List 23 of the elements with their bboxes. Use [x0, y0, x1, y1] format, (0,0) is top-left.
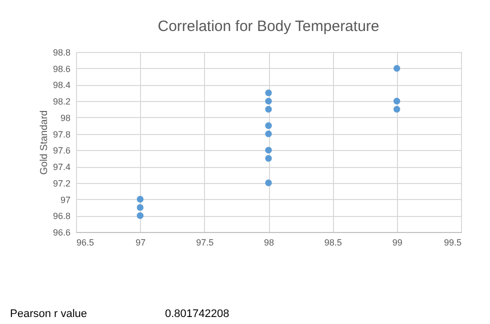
y-tick-label: 96.8 [52, 211, 70, 222]
y-tick-label: 98.4 [52, 80, 70, 90]
y-tick-label: 98.8 [52, 48, 70, 58]
y-axis-title: Gold Standard [38, 110, 50, 175]
x-tick-label: 97.5 [196, 238, 214, 248]
text: Pearson r value [10, 308, 88, 320]
y-tick-label: 97.8 [52, 129, 70, 140]
y-tick-label: 98.6 [52, 64, 70, 74]
y-tick-label: 98 [60, 112, 70, 123]
x-tick-label: 99 [392, 238, 402, 248]
chart-title: Correlation for Body Temperature [158, 18, 380, 35]
y-tick-label: 97.2 [52, 178, 70, 188]
x-tick-label: 98.5 [324, 238, 342, 248]
text: 0.801742208 [165, 308, 230, 320]
x-tick-label: 96.5 [76, 238, 94, 248]
x-tick-label: 98 [264, 238, 274, 248]
y-tick-label: 97 [60, 194, 70, 205]
y-tick-label: 98.2 [52, 96, 70, 107]
y-tick-label: 97.4 [52, 162, 70, 172]
y-tick-label: 97.6 [52, 146, 70, 156]
x-tick-label: 97 [136, 238, 146, 248]
y-tick-label: 96.6 [52, 228, 70, 238]
x-tick-label: 99.5 [444, 238, 462, 248]
